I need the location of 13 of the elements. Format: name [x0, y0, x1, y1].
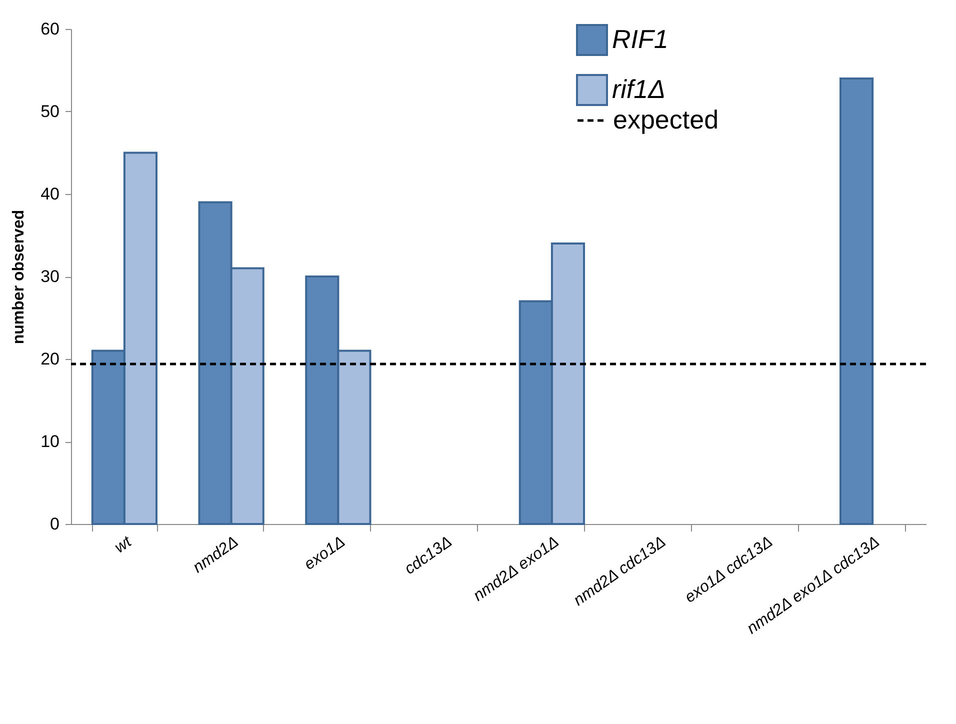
- y-tick-label: 40: [40, 184, 60, 204]
- y-tick-label: 30: [40, 267, 60, 286]
- y-tick-label: 10: [40, 432, 60, 451]
- bar: [840, 78, 874, 525]
- y-tick-label: 60: [40, 20, 60, 38]
- y-tick-label: 0: [50, 514, 60, 534]
- legend-label: expected: [613, 104, 719, 134]
- x-tick-label: wt: [112, 533, 136, 557]
- y-tick-label: 20: [40, 350, 60, 368]
- legend-label: rif1Δ: [612, 74, 666, 104]
- legend-label: RIF1: [612, 24, 668, 54]
- y-tick-label: 50: [40, 102, 60, 121]
- y-axis-title: number observed: [10, 210, 28, 344]
